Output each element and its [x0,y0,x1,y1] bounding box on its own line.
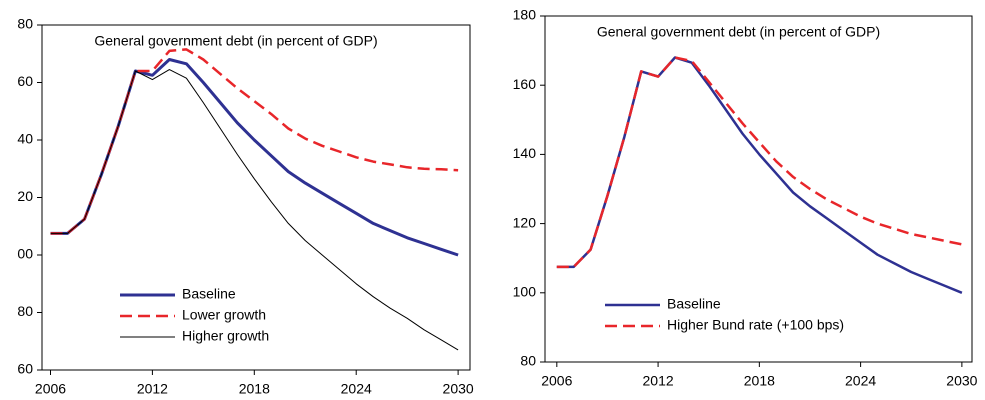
series-line [556,56,963,269]
x-tick-label: 2018 [744,373,775,389]
y-tick-label: 180 [513,7,537,23]
y-tick-label: 00 [17,246,33,262]
x-tick-label: 2018 [239,381,270,397]
y-tick-label: 20 [17,188,33,204]
x-tick-label: 2012 [137,381,168,397]
chart-title: General government debt (in percent of G… [597,24,880,40]
series-line [50,48,459,235]
legend-label: Lower growth [182,307,266,323]
y-tick-label: 80 [17,303,33,319]
y-tick-label: 160 [513,76,537,92]
series-line [50,69,459,351]
series-line [556,56,963,294]
x-tick-label: 2024 [341,381,372,397]
y-tick-label: 80 [520,353,536,369]
x-tick-label: 2006 [541,373,572,389]
y-tick-label: 140 [513,145,537,161]
series-line [50,58,459,257]
x-tick-label: 2024 [845,373,876,389]
legend-label: Higher growth [182,328,269,344]
y-tick-label: 60 [17,361,33,377]
y-tick-label: 60 [17,73,33,89]
chart-title: General government debt (in percent of G… [94,33,377,49]
legend-label: Higher Bund rate (+100 bps) [667,317,844,333]
plot-frame [544,15,973,363]
y-tick-label: 120 [513,214,537,230]
x-tick-label: 2030 [443,381,474,397]
y-tick-label: 80 [17,16,33,32]
x-tick-label: 2012 [643,373,674,389]
legend-label: Baseline [667,296,721,312]
y-tick-label: 100 [513,284,537,300]
x-tick-label: 2006 [35,381,66,397]
legend-label: Baseline [182,286,236,302]
y-tick-label: 40 [17,131,33,147]
x-tick-label: 2030 [946,373,977,389]
